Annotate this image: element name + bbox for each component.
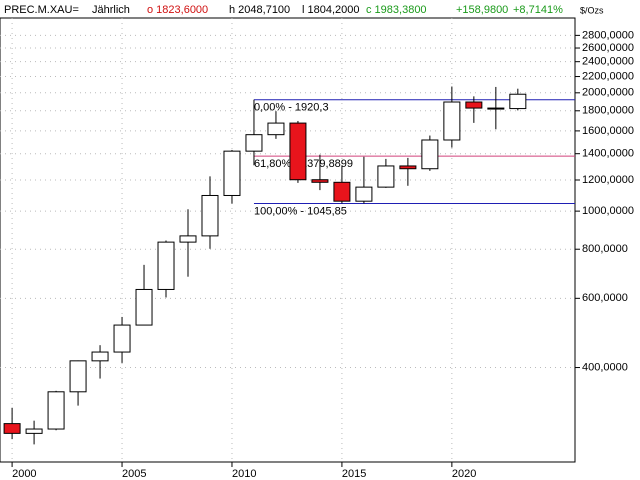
y-tick-label: 800,0000	[582, 243, 628, 255]
y-tick-label: 2800,0000	[582, 29, 634, 41]
candle-body	[245, 134, 263, 152]
y-tick-label: 1400,0000	[582, 148, 634, 160]
candle-body	[289, 122, 307, 181]
candle-body	[421, 139, 439, 170]
change: +158,9800	[456, 4, 508, 16]
y-tick-label: 400,0000	[582, 361, 628, 373]
candle-body	[113, 324, 131, 353]
candle-body	[377, 165, 395, 188]
candle-body	[333, 181, 351, 202]
candle-body	[487, 107, 505, 110]
candle-body	[179, 235, 197, 243]
candle-body	[443, 101, 461, 141]
candle-body	[47, 391, 65, 430]
fib-label: 100,00% - 1045,85	[254, 205, 347, 217]
change-pct: +8,7141%	[513, 4, 563, 16]
y-tick-label: 1800,0000	[582, 105, 634, 117]
candle-body	[69, 360, 87, 393]
candle-body	[267, 122, 285, 136]
candle-body	[135, 288, 153, 326]
y-tick-label: 2600,0000	[582, 42, 634, 54]
close: c 1983,3800	[366, 4, 427, 16]
x-tick-label: 2010	[232, 468, 256, 480]
unit-label: $/Ozs	[580, 5, 604, 15]
candle-body	[201, 194, 219, 237]
candle-body	[509, 93, 527, 110]
candle-body	[157, 241, 175, 290]
candle-body	[91, 351, 109, 362]
period: Jährlich	[92, 4, 130, 16]
y-tick-label: 1000,0000	[582, 205, 634, 217]
candle-body	[25, 428, 43, 434]
candle-body	[465, 101, 483, 109]
y-tick-label: 600,0000	[582, 292, 628, 304]
x-tick-label: 2015	[342, 468, 366, 480]
x-tick-label: 2000	[12, 468, 36, 480]
candle-body	[355, 186, 373, 202]
header: PREC.M.XAU= Jährlich o 1823,6000 h 2048,…	[4, 4, 563, 16]
y-tick-label: 2400,0000	[582, 56, 634, 68]
candle-body	[399, 165, 417, 170]
plot-frame	[0, 17, 576, 463]
low: l 1804,2000	[302, 4, 360, 16]
y-tick-label: 2000,0000	[582, 87, 634, 99]
x-tick-label: 2020	[452, 468, 476, 480]
candle-body	[311, 179, 329, 183]
y-tick-label: 1600,0000	[582, 125, 634, 137]
y-tick-label: 1200,0000	[582, 174, 634, 186]
open: o 1823,6000	[147, 4, 208, 16]
candle-body	[3, 423, 21, 434]
candle-body	[223, 150, 241, 196]
y-tick-label: 2200,0000	[582, 70, 634, 82]
symbol: PREC.M.XAU=	[4, 4, 79, 16]
x-tick-label: 2005	[122, 468, 146, 480]
fib-label: 0,00% - 1920,3	[254, 102, 329, 114]
high: h 2048,7100	[229, 4, 290, 16]
